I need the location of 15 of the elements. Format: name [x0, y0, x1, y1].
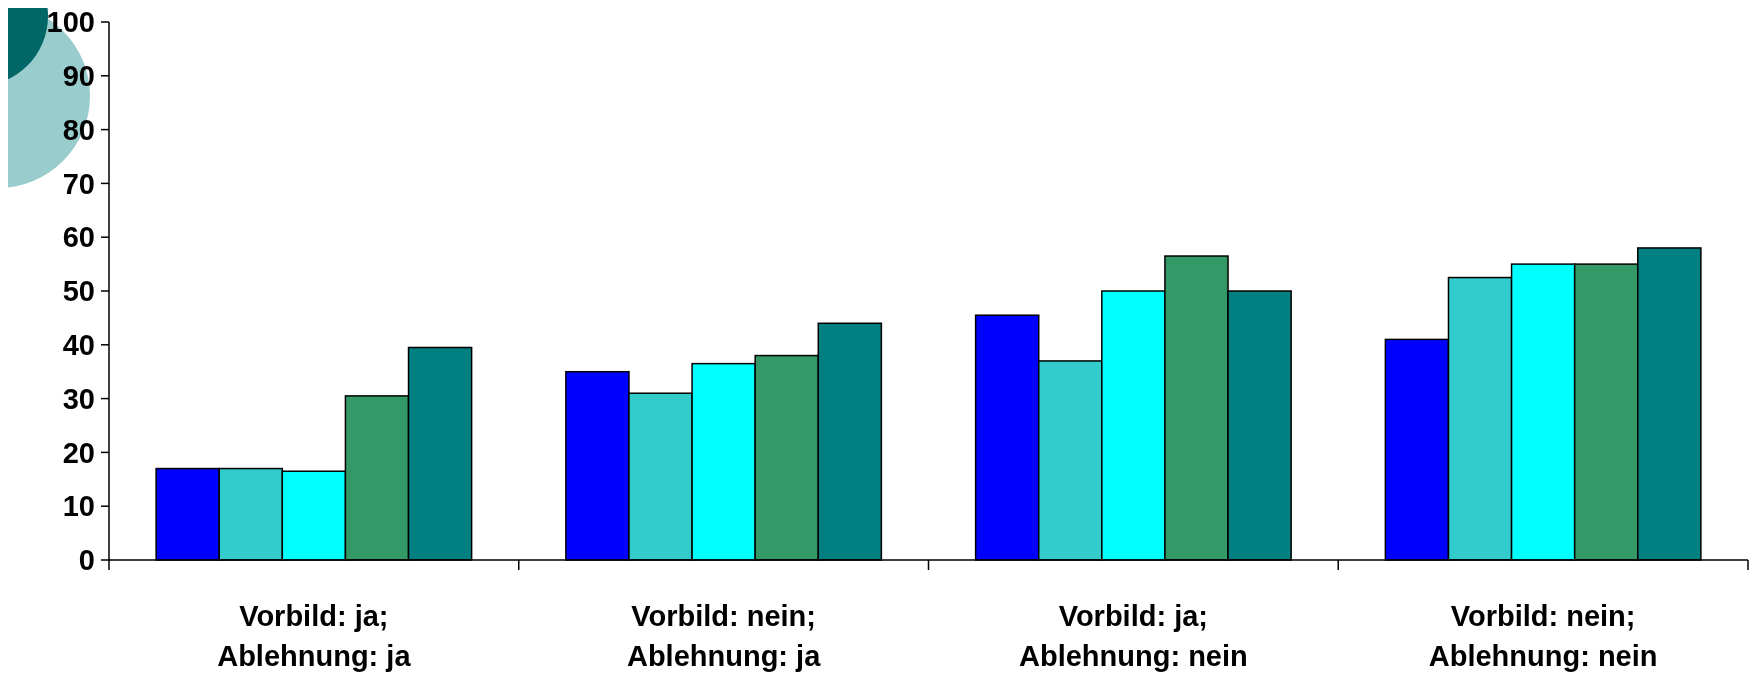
- y-tick-label: 20: [62, 436, 95, 469]
- y-tick-label: 50: [62, 275, 95, 308]
- y-tick-label: 30: [62, 382, 95, 415]
- y-tick-label: 40: [62, 328, 95, 361]
- x-tick-label: Vorbild: nein; Ablehnung: nein: [1428, 600, 1658, 672]
- y-tick-label: 80: [62, 113, 95, 146]
- y-tick-label: 60: [62, 221, 95, 254]
- y-tick-label: 0: [78, 544, 95, 577]
- x-tick-label: Vorbild: ja; Ablehnung: ja: [217, 600, 412, 672]
- y-tick-label: 70: [62, 167, 95, 200]
- x-tick-label: Vorbild: ja; Ablehnung: nein: [1019, 600, 1248, 672]
- y-tick-label: 90: [62, 59, 95, 92]
- y-tick-label: 100: [46, 6, 95, 39]
- x-tick-label: Vorbild: nein; Ablehnung: ja: [626, 600, 822, 672]
- y-tick-label: 10: [62, 490, 95, 523]
